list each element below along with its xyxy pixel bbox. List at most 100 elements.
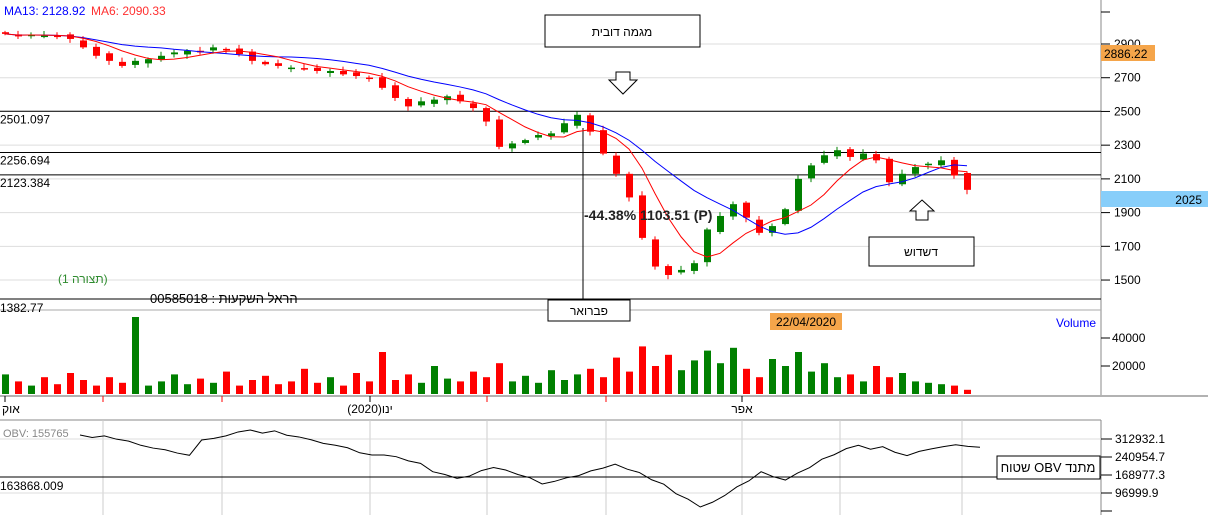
- ma13-legend: MA13: 2128.92: [4, 4, 86, 18]
- volume-bar: [210, 382, 217, 394]
- volume-bar: [93, 385, 100, 394]
- candle: [860, 153, 867, 160]
- obv-flat-box[interactable]: [996, 455, 1101, 480]
- candle: [808, 165, 815, 179]
- last-price-label: 2025: [1175, 193, 1202, 207]
- volume-bar: [678, 370, 685, 394]
- horizontal-levels[interactable]: 2501.097 2256.694 2123.384 1382.77: [0, 110, 1101, 315]
- candle: [366, 77, 373, 80]
- candle: [483, 108, 490, 122]
- volume-bar: [275, 384, 282, 394]
- volume-bar: [821, 363, 828, 394]
- level-label: 2123.384: [0, 176, 50, 190]
- candle: [275, 63, 282, 66]
- candle: [613, 155, 620, 174]
- arrow-up-icon[interactable]: [908, 199, 936, 221]
- candle: [834, 150, 841, 157]
- candle: [288, 67, 295, 70]
- volume-bar: [925, 382, 932, 394]
- candle: [548, 133, 555, 137]
- price-tick-label: 2700: [1114, 71, 1141, 85]
- candle: [847, 149, 854, 157]
- volume-bar: [262, 375, 269, 394]
- candle: [314, 67, 321, 71]
- candle: [964, 172, 971, 190]
- volume-bar: [756, 377, 763, 394]
- volume-bar: [847, 374, 854, 394]
- candle: [379, 77, 386, 88]
- february-box[interactable]: [547, 299, 631, 322]
- x-label-oct: אוק: [2, 402, 20, 416]
- volume-bar: [418, 382, 425, 394]
- candle: [457, 94, 464, 102]
- candle: [912, 167, 919, 174]
- volume-bar: [41, 377, 48, 394]
- volume-bar: [509, 381, 516, 394]
- candle: [301, 68, 308, 70]
- volume-bar: [522, 375, 529, 394]
- volume-bar: [249, 380, 256, 394]
- bearish-trend-label: מגמה דובית: [592, 25, 653, 39]
- candle: [899, 173, 906, 185]
- volume-bar: [236, 385, 243, 394]
- level-label: 1382.77: [0, 301, 44, 315]
- ma13-line: [4, 33, 968, 235]
- volume-bar: [808, 371, 815, 394]
- volume-bar: [717, 363, 724, 394]
- obv-level-label: 163868.009: [0, 479, 64, 493]
- candle: [119, 61, 126, 66]
- candle: [158, 55, 165, 60]
- obv-tick-label: 240954.7: [1115, 450, 1165, 464]
- candle: [600, 130, 607, 154]
- candle: [418, 101, 425, 106]
- date-marker-badge: [770, 313, 842, 330]
- volume-bar: [873, 366, 880, 394]
- sideways-box[interactable]: [868, 236, 975, 267]
- candle: [795, 178, 802, 211]
- price-tick-label: 2500: [1114, 104, 1141, 118]
- level-label: 2501.097: [0, 112, 50, 126]
- volume-bar: [15, 381, 22, 394]
- ma6-line: [4, 33, 968, 258]
- volume-bar: [730, 347, 737, 394]
- volume-bar: [912, 381, 919, 394]
- arrow-down-icon[interactable]: [607, 71, 639, 95]
- volume-bar: [366, 381, 373, 394]
- volume-bar: [314, 382, 321, 394]
- volume-bar: [704, 350, 711, 394]
- candle: [561, 123, 568, 133]
- volume-bar: [795, 352, 802, 394]
- bearish-trend-box[interactable]: [544, 14, 701, 48]
- volume-bar: [860, 381, 867, 394]
- candle: [54, 35, 61, 38]
- price-tick-label: 2100: [1114, 172, 1141, 186]
- volume-tick-label: 20000: [1112, 359, 1146, 373]
- volume-bar: [639, 346, 646, 394]
- candle: [106, 53, 113, 61]
- volume-bar: [444, 378, 451, 394]
- volume-label: Volume: [1056, 316, 1096, 330]
- volume-bar: [2, 374, 9, 394]
- volume-bar: [171, 374, 178, 394]
- date-marker-label: 22/04/2020: [776, 315, 836, 329]
- volume-bar: [353, 373, 360, 394]
- candle: [392, 85, 399, 98]
- candle: [223, 48, 230, 51]
- volume-bar: [665, 354, 672, 394]
- candle: [782, 209, 789, 225]
- volume-bar: [548, 370, 555, 394]
- volume-bar: [782, 366, 789, 394]
- candle: [535, 135, 542, 138]
- volume-bar: [392, 380, 399, 394]
- volume-bar: [184, 384, 191, 394]
- volume-bar: [964, 389, 971, 394]
- price-tick-label: 1500: [1114, 273, 1141, 287]
- price-tick-label: 1700: [1114, 239, 1141, 253]
- candle: [626, 173, 633, 198]
- candle: [938, 160, 945, 166]
- change-annotation: -44.38% 1103.51 (P): [584, 207, 712, 223]
- candle: [327, 70, 334, 73]
- candle: [665, 266, 672, 275]
- volume-bar: [951, 385, 958, 394]
